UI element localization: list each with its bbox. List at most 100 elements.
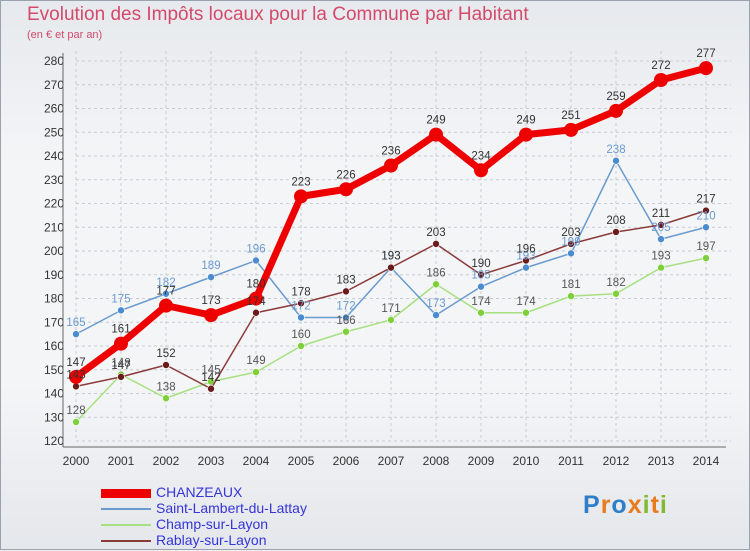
x-tick-label: 2014 <box>693 454 720 468</box>
data-label: 182 <box>606 277 625 289</box>
x-tick-label: 2000 <box>63 454 90 468</box>
data-point <box>522 308 530 317</box>
data-point <box>342 313 350 322</box>
data-label: 174 <box>471 296 491 308</box>
data-label: 189 <box>201 260 220 272</box>
series-champ-sur-layon <box>72 254 710 426</box>
y-tick-label: 240 <box>44 149 64 163</box>
x-tick-label: 2009 <box>468 454 495 468</box>
y-tick-label: 270 <box>44 78 64 92</box>
data-point <box>249 291 263 306</box>
data-label: 172 <box>336 301 355 313</box>
data-point <box>72 382 80 391</box>
data-point <box>204 308 218 323</box>
data-label: 203 <box>426 227 445 239</box>
series-chanzeaux <box>69 61 713 384</box>
data-point <box>159 298 173 313</box>
legend-swatch-champ <box>101 524 151 526</box>
data-label: 208 <box>606 215 625 227</box>
data-point <box>117 306 125 315</box>
data-label: 149 <box>246 355 265 367</box>
data-label: 259 <box>606 91 625 103</box>
x-tick-label: 2010 <box>513 454 540 468</box>
y-tick-label: 190 <box>44 268 64 282</box>
data-label: 223 <box>291 176 310 188</box>
y-tick-label: 150 <box>44 363 64 377</box>
x-tick-label: 2012 <box>603 454 630 468</box>
data-point <box>654 73 668 87</box>
data-label: 172 <box>291 301 310 313</box>
data-label: 193 <box>381 251 400 263</box>
data-label: 173 <box>201 295 220 307</box>
data-label: 277 <box>696 48 715 60</box>
data-point <box>522 256 530 265</box>
data-label: 147 <box>111 360 130 372</box>
x-tick-label: 2011 <box>558 454 584 468</box>
x-tick-label: 2006 <box>333 454 360 468</box>
data-label: 181 <box>561 279 580 291</box>
y-tick-label: 140 <box>44 387 64 401</box>
data-label: 186 <box>426 267 445 279</box>
data-point <box>342 287 350 296</box>
data-point <box>432 311 440 319</box>
data-point <box>339 182 353 197</box>
data-point <box>72 330 80 338</box>
data-point <box>252 368 260 376</box>
legend-swatch-rablay <box>101 540 151 542</box>
data-label: 177 <box>156 286 175 298</box>
data-point <box>252 256 260 265</box>
data-label: 182 <box>156 277 175 289</box>
data-point <box>519 127 533 142</box>
legend-label: Champ-sur-Layon <box>156 516 269 532</box>
data-point <box>702 254 710 262</box>
data-label: 249 <box>516 115 535 127</box>
data-point <box>477 282 485 291</box>
data-point <box>477 308 485 317</box>
data-label: 197 <box>696 241 715 253</box>
data-label: 249 <box>426 115 445 127</box>
data-point <box>429 127 443 142</box>
data-point <box>69 369 83 384</box>
data-point <box>207 273 215 281</box>
data-label: 143 <box>66 369 85 381</box>
data-label: 160 <box>291 329 310 341</box>
data-point <box>432 240 440 248</box>
data-label: 234 <box>471 150 491 162</box>
data-point <box>474 163 488 178</box>
y-tick-label: 120 <box>44 434 64 448</box>
data-label: 190 <box>471 258 490 270</box>
data-label: 238 <box>606 144 625 156</box>
data-point <box>114 336 128 351</box>
y-tick-label: 170 <box>44 315 64 329</box>
data-label: 174 <box>246 296 266 308</box>
data-label: 211 <box>652 208 670 220</box>
x-tick-label: 2001 <box>108 454 135 468</box>
data-label: 148 <box>111 358 130 370</box>
logo-letter: x <box>627 491 643 519</box>
x-tick-label: 2008 <box>423 454 450 468</box>
data-point <box>72 418 80 426</box>
x-tick-label: 2005 <box>288 454 315 468</box>
data-point <box>657 263 665 272</box>
data-point <box>387 316 395 324</box>
data-point <box>612 289 620 298</box>
data-point <box>162 361 170 369</box>
x-tick-label: 2013 <box>648 454 675 468</box>
y-tick-label: 130 <box>44 410 64 424</box>
logo-letter: i <box>642 491 651 519</box>
data-point <box>252 308 260 317</box>
y-tick-label: 200 <box>44 244 64 258</box>
data-label: 128 <box>66 405 85 417</box>
data-label: 166 <box>336 315 355 327</box>
data-label: 185 <box>471 270 490 282</box>
data-label: 196 <box>516 244 535 256</box>
y-tick-label: 220 <box>44 197 64 211</box>
data-label: 236 <box>381 146 400 158</box>
data-label: 193 <box>516 251 535 263</box>
y-tick-label: 280 <box>44 54 64 68</box>
data-point <box>612 156 620 165</box>
data-label: 142 <box>201 372 220 384</box>
data-point <box>522 263 530 272</box>
data-label: 203 <box>561 227 580 239</box>
data-label: 180 <box>246 279 265 291</box>
